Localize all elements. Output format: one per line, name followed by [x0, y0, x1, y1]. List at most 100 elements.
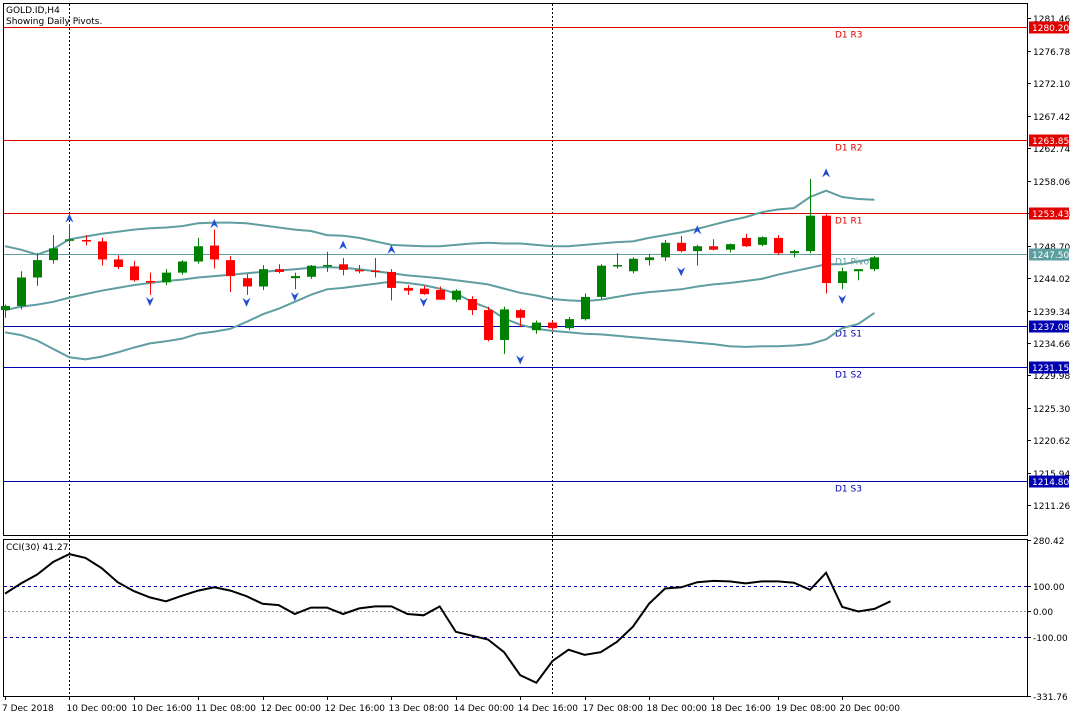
time-tick-label: 18 Dec 16:00	[711, 704, 772, 714]
price-tick-label: 1276.78	[1033, 48, 1070, 58]
candle-body	[146, 280, 155, 283]
bear-candle	[82, 235, 91, 246]
bollinger-lower-line	[4, 280, 875, 361]
price-tick-label: 1272.10	[1033, 80, 1070, 90]
candle-body	[758, 237, 767, 245]
bollinger-upper-line	[4, 189, 875, 256]
candle-body	[420, 288, 429, 295]
bull-candle	[645, 253, 654, 266]
fractal-down-arrow	[419, 297, 428, 307]
pivot-price-box	[1029, 21, 1069, 34]
bear-candle	[709, 239, 718, 251]
candle-body	[1, 305, 10, 311]
bull-candle	[806, 178, 815, 254]
candle-body	[371, 270, 380, 273]
price-tick-label: 1220.62	[1033, 437, 1070, 447]
candle-body	[404, 287, 413, 291]
price-tick-label: 1248.70	[1033, 243, 1070, 253]
pivot-price-box	[1029, 134, 1069, 147]
bear-candle	[484, 306, 493, 342]
price-tick-label: 1244.02	[1033, 275, 1070, 285]
candle-body	[355, 269, 364, 272]
candle-body	[854, 269, 863, 272]
bear-candle	[355, 264, 364, 274]
bull-candle	[726, 243, 735, 253]
bull-candle	[629, 257, 638, 274]
cci-tick-label: 280.42	[1033, 537, 1065, 547]
time-tick-label: 14 Dec 00:00	[454, 704, 515, 714]
candle-body	[838, 271, 847, 284]
candle-body	[532, 322, 541, 331]
bear-candle	[339, 258, 348, 276]
candle-body	[114, 259, 123, 268]
candle-body	[806, 215, 815, 252]
candle-body	[339, 264, 348, 270]
candle-body	[82, 240, 91, 242]
time-tick-label: 7 Dec 2018	[2, 704, 54, 714]
bull-candle	[49, 235, 58, 264]
pivot-price-label: 1253.43	[1032, 210, 1069, 220]
time-tick-label: 10 Dec 00:00	[67, 704, 128, 714]
cci-tick-label: -331.76	[1033, 693, 1068, 703]
time-tick-label: 19 Dec 08:00	[776, 704, 837, 714]
candle-body	[243, 278, 252, 287]
candle-body	[436, 289, 445, 300]
pivot-price-label: 1214.80	[1032, 478, 1069, 488]
bear-candle	[371, 258, 380, 278]
pivot-price-box	[1029, 361, 1069, 374]
bear-candle	[436, 286, 445, 300]
pivot-price-box	[1029, 207, 1069, 220]
bear-candle	[243, 274, 252, 295]
bull-candle	[291, 272, 300, 290]
pivot-price-box	[1029, 320, 1069, 333]
bull-candle	[33, 253, 42, 286]
time-tick-label: 10 Dec 16:00	[132, 704, 193, 714]
candle-body	[645, 257, 654, 261]
bull-candle	[17, 271, 26, 310]
bull-candle	[693, 244, 702, 266]
bull-candle	[307, 264, 316, 279]
chart-symbol: GOLD.ID,H4	[6, 6, 60, 16]
candle-body	[516, 310, 525, 318]
bear-candle	[275, 264, 284, 274]
pivot-level-name: D1 S1	[835, 330, 862, 340]
bull-candle	[661, 240, 670, 261]
candle-body	[468, 299, 477, 311]
price-tick-label: 1262.74	[1033, 145, 1070, 155]
bear-candle	[114, 255, 123, 270]
bull-candle	[597, 264, 606, 299]
bull-candle	[613, 253, 622, 269]
pivot-level-name: D1 R2	[835, 144, 863, 154]
bull-candle	[452, 289, 461, 302]
bollinger-middle-line	[4, 257, 875, 312]
candle-body	[98, 241, 107, 260]
fractal-down-arrow	[145, 297, 154, 307]
candle-body	[275, 269, 284, 272]
fractal-down-arrow	[242, 297, 251, 307]
cci-title: CCI(30) 41.27	[6, 543, 68, 553]
candle-body	[629, 258, 638, 272]
pivot-level-name: D1 S2	[835, 371, 862, 381]
fractal-down-arrow	[516, 355, 525, 365]
pivot-level-name: D1 R3	[835, 31, 863, 41]
bear-candle	[146, 272, 155, 295]
bear-candle	[774, 235, 783, 255]
price-tick-label: 1267.42	[1033, 113, 1070, 123]
candle-body	[677, 242, 686, 252]
price-tick-label: 1211.26	[1033, 502, 1070, 512]
candle-body	[49, 248, 58, 261]
bull-candle	[758, 236, 767, 247]
candle-body	[194, 246, 203, 262]
candle-body	[33, 260, 42, 278]
bear-candle	[516, 308, 525, 327]
time-tick-label: 12 Dec 16:00	[325, 704, 386, 714]
cci-window-frame	[3, 539, 1028, 697]
candle-body	[484, 310, 493, 340]
bull-candle	[500, 306, 509, 354]
pivot-price-label: 1237.08	[1032, 323, 1069, 333]
bear-candle	[404, 285, 413, 295]
candle-body	[790, 251, 799, 254]
candle-body	[323, 264, 332, 267]
pivot-price-label: 1263.85	[1032, 137, 1069, 147]
